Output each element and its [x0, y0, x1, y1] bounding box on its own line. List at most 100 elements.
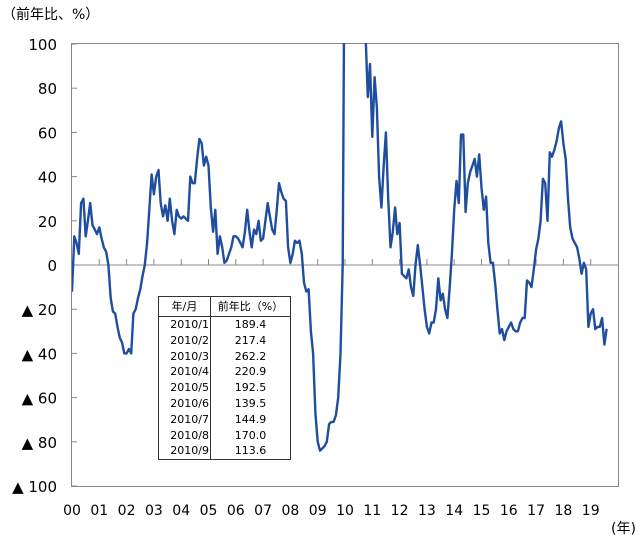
x-tick-label: 00: [63, 503, 81, 519]
data-point: [82, 198, 84, 200]
data-point: [371, 136, 373, 138]
data-point: [141, 275, 144, 277]
data-point: [403, 275, 405, 277]
data-point: [385, 131, 387, 133]
data-point: [251, 246, 253, 248]
data-point: [310, 330, 312, 332]
data-point: [167, 220, 169, 222]
data-point: [130, 352, 132, 354]
cell-yoy: 144.9: [210, 411, 291, 428]
data-point: [185, 218, 187, 220]
data-point: [123, 352, 125, 354]
cell-month: 2010/1: [158, 316, 211, 333]
table-row: 2010/2 217.4: [158, 332, 291, 349]
data-point: [305, 290, 307, 293]
data-point: [426, 326, 428, 328]
data-point: [526, 279, 528, 282]
data-point: [85, 235, 87, 237]
data-point: [219, 235, 221, 237]
data-point: [562, 142, 565, 144]
y-tick-label: 60: [38, 124, 57, 142]
data-point: [301, 253, 303, 255]
data-point: [569, 226, 571, 228]
data-point: [105, 251, 107, 253]
data-point: [549, 151, 551, 153]
data-point: [230, 246, 232, 248]
data-point: [269, 215, 271, 217]
data-point: [169, 198, 171, 200]
data-point: [521, 317, 524, 319]
cell-yoy: 217.4: [210, 332, 291, 349]
data-point: [232, 235, 235, 237]
data-point: [576, 246, 578, 248]
data-point: [392, 231, 394, 233]
data-point: [107, 264, 109, 266]
data-point: [574, 242, 576, 244]
table-row: 2010/1 189.4: [158, 316, 291, 333]
data-point: [478, 153, 480, 156]
cell-yoy: 262.2: [210, 348, 291, 365]
cell-yoy: 139.5: [210, 395, 291, 412]
x-tick-label: 17: [527, 503, 545, 519]
data-point: [226, 260, 228, 262]
data-point: [365, 32, 366, 33]
data-point: [110, 297, 112, 299]
data-point: [119, 337, 121, 339]
data-point: [153, 193, 155, 195]
data-point: [276, 209, 278, 211]
x-axis-unit: (年): [611, 521, 636, 537]
data-point: [342, 264, 344, 266]
data-point: [483, 209, 485, 211]
data-point: [337, 397, 339, 399]
y-tick-label: ▲ 20: [22, 301, 57, 319]
cell-month: 2010/6: [158, 395, 211, 412]
data-point: [410, 286, 412, 288]
data-point: [75, 242, 78, 244]
data-point: [80, 202, 82, 204]
data-point: [294, 240, 296, 242]
data-point: [162, 215, 164, 217]
data-point: [321, 447, 323, 449]
data-point: [308, 288, 310, 290]
data-point: [421, 286, 423, 288]
data-point: [128, 348, 130, 350]
data-point: [314, 412, 316, 414]
x-tick-label: 19: [582, 503, 600, 519]
data-point: [192, 182, 194, 184]
data-point: [551, 156, 553, 158]
data-point: [440, 299, 442, 301]
data-point: [339, 352, 342, 354]
data-point: [280, 191, 282, 193]
data-point: [323, 445, 326, 447]
data-point: [401, 273, 403, 275]
data-point: [91, 224, 94, 226]
data-point: [606, 328, 608, 330]
data-point: [228, 253, 230, 255]
data-point: [471, 165, 473, 167]
data-point: [180, 218, 182, 220]
data-point: [383, 165, 385, 167]
data-point: [558, 127, 560, 129]
data-point: [394, 206, 396, 209]
data-point: [207, 165, 210, 167]
y-tick-label: 100: [28, 36, 57, 54]
data-point: [487, 242, 489, 244]
x-tick-label: 11: [363, 503, 381, 519]
data-point: [242, 246, 244, 248]
x-tick-label: 03: [145, 503, 163, 519]
data-point: [396, 233, 398, 235]
data-point: [505, 330, 508, 332]
data-point: [103, 246, 105, 248]
data-point: [465, 211, 467, 213]
series-line: [72, 43, 608, 452]
data-point: [196, 158, 198, 160]
data-point: [203, 165, 205, 167]
data-point: [146, 242, 148, 244]
data-point: [189, 176, 191, 178]
data-point: [144, 264, 146, 266]
data-point: [583, 262, 585, 264]
data-point: [98, 226, 100, 228]
data-point: [405, 277, 407, 279]
cell-yoy: 113.6: [210, 443, 291, 460]
data-point: [287, 246, 289, 248]
